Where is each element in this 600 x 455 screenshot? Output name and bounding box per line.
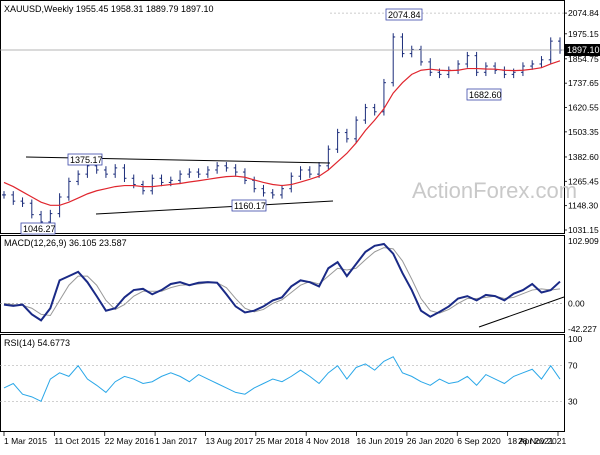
x-axis-label: 11 Oct 2015 — [54, 436, 100, 446]
macd-axis-label: -42.227 — [568, 324, 597, 334]
annotation-2074: 2074.84 — [385, 8, 423, 21]
watermark-text: ActionForex.com — [412, 178, 577, 203]
annotation-label: 1046.27 — [23, 224, 56, 234]
macd-line-path — [3, 242, 561, 322]
annotation-1160: 1160.17 — [231, 199, 267, 212]
annotation-label: 2074.84 — [388, 10, 421, 20]
moving-average-path — [3, 60, 561, 206]
price-axis-label: 1620.55 — [568, 103, 599, 113]
price-axis-label: 1265.45 — [568, 176, 599, 186]
rsi-lines — [3, 356, 561, 402]
x-axis-label: 4 Nov 2018 — [306, 436, 350, 446]
x-axis-label: 1 Mar 2015 — [4, 436, 47, 446]
time-x-axis: 1 Mar 2015 11 Oct 2015 22 May 2016 1 Jan 20… — [3, 432, 566, 446]
price-y-axis: 2074.84 1975.15 1854.75 1737.65 1620.55 1503.… — [564, 8, 599, 235]
price-axis-label: 1382.60 — [568, 152, 599, 162]
x-axis-label: 26 Jan 2020 — [407, 436, 454, 446]
x-axis-label: 1 Jan 2017 — [155, 436, 197, 446]
current-price-tag: 1897.10 — [565, 44, 600, 56]
macd-lines — [3, 242, 561, 322]
price-axis-label: 1854.75 — [568, 54, 599, 64]
x-axis-label: 22 May 2016 — [105, 436, 154, 446]
moving-average-line — [3, 60, 561, 206]
x-axis-label: 28 Nov 2021 — [518, 436, 566, 446]
price-axis-label: 2074.84 — [568, 8, 599, 18]
price-axis-label: 1737.65 — [568, 78, 599, 88]
rsi-y-axis: 100 70 30 — [568, 334, 582, 406]
x-axis-label: 6 Sep 2020 — [457, 436, 501, 446]
price-panel-title: XAUUSD,Weekly 1955.45 1958.31 1889.79 18… — [4, 4, 213, 14]
annotation-box — [67, 153, 103, 166]
rsi-axis-label: 100 — [568, 334, 582, 344]
signal-line-path — [3, 247, 561, 317]
macd-trendline — [478, 296, 565, 328]
price-tag-bg — [565, 44, 600, 56]
rsi-axis-label: 30 — [568, 396, 578, 406]
price-axis-label: 1031.15 — [568, 225, 599, 235]
macd-panel-title: MACD(12,26,9) 36.105 23.587 — [4, 238, 127, 248]
rsi-panel-title: RSI(14) 54.6773 — [4, 338, 70, 348]
x-axis-label: 16 Jun 2019 — [357, 436, 404, 446]
annotation-box — [385, 8, 423, 21]
lower-trendline — [95, 200, 334, 215]
price-axis-label: 1503.35 — [568, 127, 599, 137]
x-axis-label: 25 Mar 2018 — [256, 436, 304, 446]
annotation-1046: 1046.27 — [20, 222, 56, 235]
annotation-label: 1160.17 — [234, 201, 266, 211]
annotation-box — [20, 222, 56, 235]
rsi-panel-frame — [0, 334, 565, 432]
annotation-box — [466, 88, 502, 101]
price-axis-label: 1148.30 — [568, 201, 598, 211]
macd-y-axis: 102.909 0.00 -42.227 — [568, 236, 599, 334]
annotation-label: 1682.60 — [469, 90, 502, 100]
annotation-label: 1375.17 — [70, 155, 103, 165]
annotation-box — [231, 199, 267, 212]
x-axis-label: 18 Apr 2021 — [508, 436, 554, 446]
price-axis-label: 1975.15 — [568, 29, 599, 39]
annotation-1682: 1682.60 — [466, 88, 502, 101]
price-ohlc-bars — [2, 33, 562, 226]
annotation-1375: 1375.17 — [67, 153, 103, 166]
macd-panel-frame — [0, 235, 565, 333]
price-tag-text: 1897.10 — [567, 45, 600, 55]
rsi-line-path — [3, 356, 561, 402]
x-axis-label: 13 Aug 2017 — [205, 436, 253, 446]
macd-axis-label: 0.00 — [568, 298, 585, 308]
rsi-axis-label: 70 — [568, 361, 578, 371]
macd-axis-label: 102.909 — [568, 236, 599, 246]
